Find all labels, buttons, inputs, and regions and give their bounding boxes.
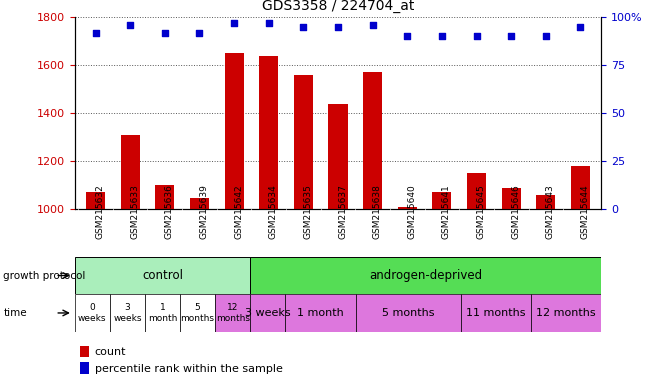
Bar [363, 73, 382, 209]
Bar [75, 257, 250, 294]
Point [298, 24, 309, 30]
Point [333, 24, 343, 30]
Text: GSM215640: GSM215640 [408, 184, 416, 239]
Text: 12
months: 12 months [216, 303, 250, 323]
Text: 0
weeks: 0 weeks [78, 303, 107, 323]
Bar [250, 294, 285, 332]
Bar [536, 195, 555, 209]
Bar [121, 135, 140, 209]
Text: GSM215645: GSM215645 [476, 184, 486, 239]
Point [437, 33, 447, 40]
Text: GSM215644: GSM215644 [580, 184, 590, 239]
Text: GSM215636: GSM215636 [165, 184, 174, 239]
Bar [285, 294, 356, 332]
Bar [531, 294, 601, 332]
Bar [571, 166, 590, 209]
Text: 5
months: 5 months [181, 303, 214, 323]
Bar [155, 185, 174, 209]
Text: androgen-deprived: androgen-deprived [369, 269, 482, 282]
Bar [356, 294, 461, 332]
Bar [180, 294, 215, 332]
Text: 11 months: 11 months [466, 308, 526, 318]
Point [402, 33, 413, 40]
Bar [467, 173, 486, 209]
Point [160, 30, 170, 36]
Title: GDS3358 / 224704_at: GDS3358 / 224704_at [262, 0, 414, 13]
Text: GSM215641: GSM215641 [442, 184, 451, 239]
Bar [259, 56, 278, 209]
Bar [328, 104, 348, 209]
Bar [110, 294, 145, 332]
Point [125, 22, 135, 28]
Bar [461, 294, 531, 332]
Text: 1 month: 1 month [297, 308, 344, 318]
Bar [502, 188, 521, 209]
Text: GSM215639: GSM215639 [200, 184, 209, 239]
Point [194, 30, 205, 36]
Text: growth protocol: growth protocol [3, 270, 86, 281]
Bar [215, 294, 250, 332]
Bar [224, 53, 244, 209]
Text: 1
month: 1 month [148, 303, 177, 323]
Bar [145, 294, 180, 332]
Text: percentile rank within the sample: percentile rank within the sample [95, 364, 283, 374]
Bar [75, 294, 110, 332]
Bar [80, 362, 90, 374]
Text: 5 months: 5 months [382, 308, 434, 318]
Text: GSM215646: GSM215646 [511, 184, 520, 239]
Text: time: time [3, 308, 27, 318]
Bar [398, 207, 417, 209]
Text: 3
weeks: 3 weeks [113, 303, 142, 323]
Text: 3 weeks: 3 weeks [245, 308, 291, 318]
Bar [294, 75, 313, 209]
Text: 12 months: 12 months [536, 308, 596, 318]
Point [575, 24, 586, 30]
Bar [86, 192, 105, 209]
Text: GSM215643: GSM215643 [546, 184, 555, 239]
Text: GSM215638: GSM215638 [372, 184, 382, 239]
Point [471, 33, 482, 40]
Text: GSM215642: GSM215642 [234, 184, 243, 239]
Point [263, 20, 274, 26]
Point [506, 33, 516, 40]
Text: GSM215632: GSM215632 [96, 184, 105, 239]
Bar [432, 192, 452, 209]
Point [541, 33, 551, 40]
Point [229, 20, 239, 26]
Bar [190, 199, 209, 209]
Text: count: count [95, 347, 126, 357]
Text: GSM215633: GSM215633 [130, 184, 139, 239]
Point [90, 30, 101, 36]
Text: control: control [142, 269, 183, 282]
Text: GSM215635: GSM215635 [304, 184, 313, 239]
Bar [80, 346, 90, 357]
Text: GSM215634: GSM215634 [268, 184, 278, 239]
Bar [250, 257, 601, 294]
Text: GSM215637: GSM215637 [338, 184, 347, 239]
Point [367, 22, 378, 28]
